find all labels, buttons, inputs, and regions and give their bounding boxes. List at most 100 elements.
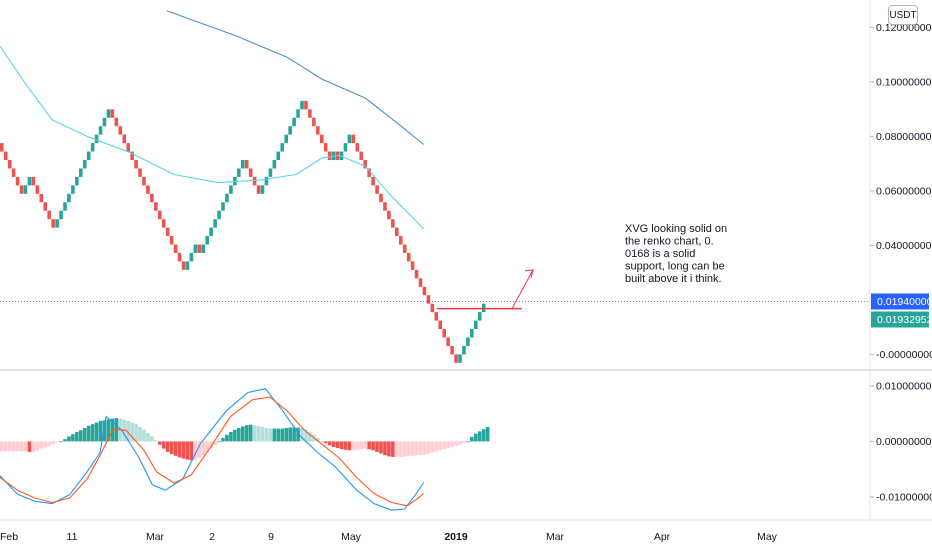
macd-histogram-bar xyxy=(19,441,24,452)
macd-histogram-bar xyxy=(98,420,103,442)
macd-histogram-bar xyxy=(39,441,44,449)
renko-brick-down xyxy=(402,244,407,253)
renko-brick-down xyxy=(406,252,411,262)
time-tick-label: Feb xyxy=(0,531,18,543)
macd-histogram-bar xyxy=(256,425,261,442)
price-axis[interactable]: 0.120000000.100000000.080000000.06000000… xyxy=(870,22,932,504)
macd-histogram-bar xyxy=(379,441,383,454)
macd-histogram-bar xyxy=(268,428,273,442)
macd-histogram-bar xyxy=(165,441,170,452)
renko-brick-up xyxy=(221,202,225,211)
macd-histogram-bar xyxy=(426,441,431,454)
macd-histogram-bar xyxy=(244,425,249,442)
renko-brick-up xyxy=(237,168,241,177)
renko-brick-up xyxy=(94,134,99,144)
macd-histogram-bar xyxy=(67,436,71,442)
slow-moving-average-line xyxy=(166,10,425,145)
time-tick-label: Apr xyxy=(654,531,671,543)
macd-histogram-bar xyxy=(217,441,221,443)
macd-histogram-bar xyxy=(134,424,138,442)
macd-histogram-bar xyxy=(154,440,158,442)
fast-moving-average-line xyxy=(0,45,425,230)
macd-histogram-bar xyxy=(221,438,225,442)
renko-brick-up xyxy=(477,312,482,321)
macd-histogram-bar xyxy=(335,441,340,449)
renko-brick-up xyxy=(276,151,281,161)
renko-brick-up xyxy=(67,193,71,203)
macd-histogram-bar xyxy=(438,441,443,451)
macd-histogram-bar xyxy=(229,431,233,442)
renko-brick-up xyxy=(347,134,352,144)
renko-brick-up xyxy=(466,337,470,346)
macd-histogram-bar xyxy=(94,422,99,442)
renko-brick-up xyxy=(272,160,277,169)
renko-brick-down xyxy=(15,176,20,186)
macd-histogram-bar xyxy=(319,440,324,442)
renko-brick-down xyxy=(312,117,316,127)
renko-brick-down xyxy=(414,269,419,279)
macd-histogram-bar xyxy=(450,441,454,447)
renko-brick-down xyxy=(138,168,142,177)
renko-bricks xyxy=(0,100,486,363)
renko-brick-down xyxy=(177,252,182,262)
macd-histogram-bar xyxy=(75,431,79,442)
renko-brick-down xyxy=(39,193,44,203)
macd-histogram-bar xyxy=(359,441,364,450)
renko-brick-down xyxy=(323,143,328,152)
renko-brick-down xyxy=(150,193,154,203)
renko-brick-up xyxy=(63,202,67,211)
moving-average-lines xyxy=(0,10,425,230)
macd-histogram-bar xyxy=(434,441,439,452)
renko-brick-down xyxy=(316,126,320,135)
macd-histogram-bar xyxy=(237,428,241,442)
macd-histogram-bar xyxy=(79,430,83,442)
macd-histogram-bar xyxy=(43,441,48,448)
renko-brick-up xyxy=(343,143,348,152)
last-price-tag: 0.01940000 xyxy=(871,293,932,310)
renko-brick-up xyxy=(225,193,229,203)
macd-histogram-bar xyxy=(383,441,387,456)
chart-overlays: 0.01940000 0.01932952 xyxy=(0,269,932,328)
renko-brick-down xyxy=(434,312,439,321)
macd-histogram-bar xyxy=(331,441,336,447)
renko-brick-down xyxy=(122,134,127,144)
macd-histogram-bar xyxy=(23,441,28,452)
price-tick-label: 0.04000000 xyxy=(876,240,932,252)
annotation-line: built above it i think. xyxy=(625,273,722,285)
macd-histogram-bar xyxy=(146,433,150,442)
macd-histogram-bar xyxy=(481,429,486,442)
renko-brick-down xyxy=(146,185,150,194)
macd-histogram-bar xyxy=(161,441,166,449)
forecast-arrow-line[interactable] xyxy=(511,269,534,309)
macd-histogram-bar xyxy=(375,441,379,452)
macd-histogram-bar xyxy=(197,441,202,458)
renko-brick-down xyxy=(7,160,12,169)
macd-histogram-bar xyxy=(414,441,419,456)
macd-histogram-bar xyxy=(106,419,111,442)
macd-histogram-bar xyxy=(51,441,55,445)
time-axis[interactable]: Feb 11 Mar 2 9 May 2019 Mar Apr May xyxy=(0,531,778,543)
currency-button[interactable]: USDT xyxy=(888,5,918,25)
renko-brick-up xyxy=(470,329,474,338)
macd-histogram-bar xyxy=(446,441,450,449)
renko-brick-down xyxy=(426,295,431,304)
macd-line xyxy=(0,388,425,511)
renko-brick-down xyxy=(256,185,261,194)
renko-brick-down xyxy=(43,202,48,211)
macd-tick-label: -0.01000000 xyxy=(876,491,932,503)
second-price-tag-text: 0.01932952 xyxy=(877,314,932,326)
macd-histogram-bar xyxy=(363,441,367,449)
renko-brick-down xyxy=(244,160,249,169)
renko-brick-down xyxy=(158,210,162,220)
macd-histogram-bar xyxy=(205,441,209,452)
renko-brick-down xyxy=(446,337,450,346)
macd-panel xyxy=(0,388,490,511)
renko-brick-down xyxy=(130,151,134,161)
macd-histogram-bar xyxy=(430,441,435,453)
renko-brick-down xyxy=(173,244,178,253)
renko-brick-down xyxy=(165,227,170,237)
renko-brick-down xyxy=(252,176,257,186)
macd-histogram-bar xyxy=(477,431,482,442)
